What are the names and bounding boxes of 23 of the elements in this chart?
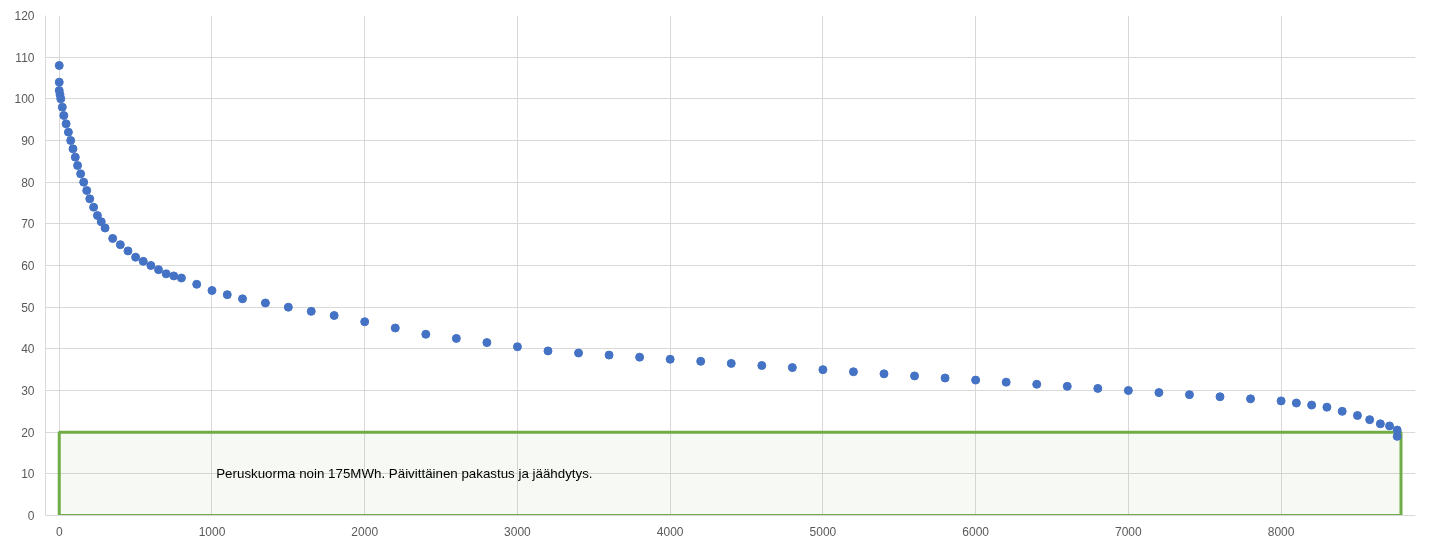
x-tick-label: 5000 [809, 524, 837, 539]
y-tick-label: 20 [21, 425, 35, 440]
band-label: Peruskuorma noin 175MWh. Päivittäinen pakastus ja jäähdytys. [216, 466, 593, 482]
y-tick-label: 120 [14, 9, 35, 23]
y-tick-label: 60 [21, 259, 35, 273]
x-tick-label: 0 [55, 524, 63, 539]
y-tick-label: 70 [21, 217, 35, 232]
y-tick-label: 40 [21, 342, 35, 357]
x-tick-label: 2000 [351, 524, 379, 539]
y-tick-label: 110 [15, 50, 35, 65]
x-tick-label: 8000 [1267, 524, 1295, 539]
x-tick-label: 6000 [962, 524, 990, 539]
y-tick-label: 30 [21, 384, 35, 398]
y-tick-label: 90 [21, 134, 35, 148]
y-tick-label: 80 [21, 175, 35, 190]
x-tick-label: 3000 [504, 524, 532, 539]
y-tick-label: 100 [14, 92, 35, 107]
y-tick-label: 50 [21, 300, 35, 315]
y-tick-label: 10 [21, 467, 35, 482]
x-tick-label: 1000 [198, 524, 226, 539]
x-tick-label: 7000 [1115, 524, 1143, 539]
y-tick-label: 0 [27, 509, 35, 523]
x-tick-label: 4000 [656, 524, 684, 539]
